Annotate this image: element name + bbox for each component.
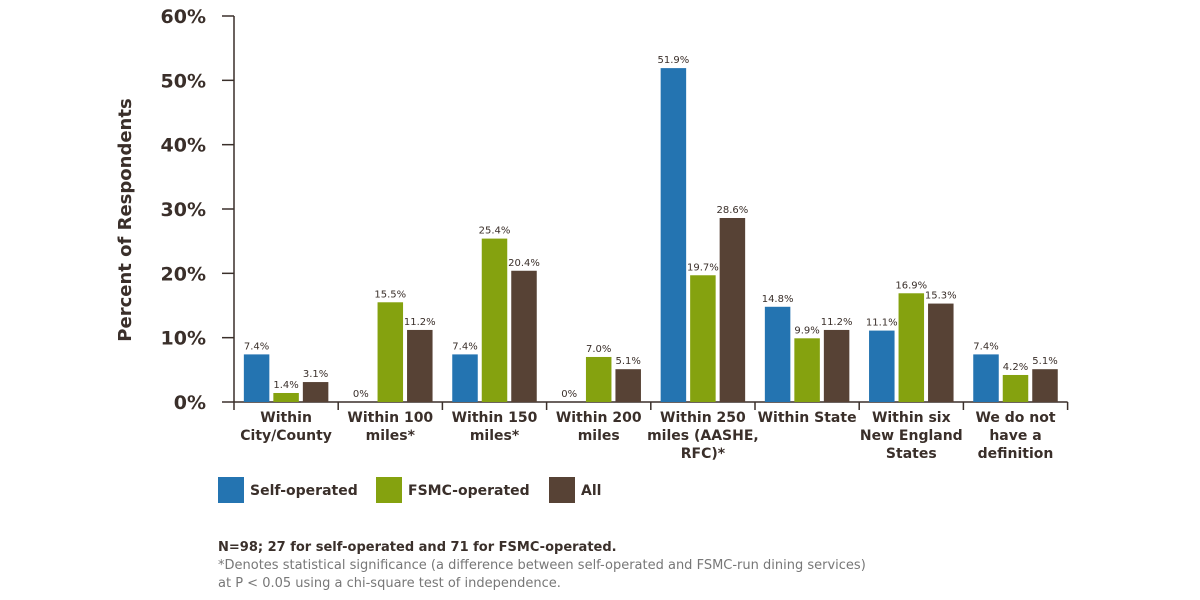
data-label: 28.6% <box>717 205 749 216</box>
bar <box>898 293 925 402</box>
y-tick-label: 0% <box>174 392 206 414</box>
data-label: 3.1% <box>303 369 328 380</box>
data-label: 25.4% <box>479 226 511 237</box>
x-tick-label: miles <box>578 428 620 444</box>
bar <box>869 330 895 402</box>
x-tick-label: Within 100 <box>347 410 433 426</box>
data-label: 5.1% <box>615 356 640 367</box>
data-label: 15.3% <box>925 291 957 302</box>
legend-swatch <box>549 477 575 503</box>
y-tick-label: 20% <box>161 263 206 285</box>
bar <box>615 369 641 402</box>
bar <box>973 354 999 402</box>
x-tick-label: definition <box>978 446 1054 462</box>
bar <box>764 306 791 402</box>
bar <box>481 238 508 402</box>
y-tick-label: 50% <box>161 70 206 92</box>
x-tick-label: Within 250 <box>660 410 746 426</box>
x-tick-label: Within <box>260 410 312 426</box>
bar <box>1032 369 1058 402</box>
y-tick-label: 10% <box>161 328 206 350</box>
significance-note-line-2: at P < 0.05 using a chi-square test of i… <box>218 576 561 591</box>
bar <box>452 354 478 402</box>
data-label: 15.5% <box>374 289 406 300</box>
y-axis-title: Percent of Respondents <box>115 98 136 341</box>
x-tick-label: miles* <box>366 428 416 444</box>
bar <box>928 303 954 402</box>
x-tick-label: Within six <box>872 410 951 426</box>
data-label: 16.9% <box>895 280 927 291</box>
x-tick-label: miles* <box>470 428 520 444</box>
data-label: 7.0% <box>586 344 611 355</box>
data-label: 4.2% <box>1003 362 1028 373</box>
bar <box>302 382 329 402</box>
bar <box>273 392 299 402</box>
legend: Self-operated FSMC-operated All <box>218 477 601 503</box>
legend-label: FSMC-operated <box>408 483 530 499</box>
x-tick-label: We do not <box>975 410 1055 426</box>
y-axis: 0% 10% 20% 30% 40% 50% 60% Percent of Responden… <box>115 6 235 414</box>
y-tick-label: 60% <box>161 6 206 28</box>
x-tick-label: Within State <box>758 410 857 426</box>
data-label: 14.8% <box>762 294 794 305</box>
x-tick-label: States <box>886 446 937 462</box>
data-label: 11.1% <box>866 318 898 329</box>
x-tick-label: miles (AASHE, <box>647 428 759 444</box>
x-tick-label: Within 200 <box>556 410 642 426</box>
data-label: 5.1% <box>1032 356 1057 367</box>
y-tick-label: 40% <box>161 135 206 157</box>
x-tick-label: City/County <box>240 428 332 444</box>
significance-note-line-1: *Denotes statistical significance (a dif… <box>218 558 866 573</box>
data-label: 0% <box>353 389 369 400</box>
bar <box>823 329 850 402</box>
x-tick-label: New England <box>860 428 963 444</box>
bar <box>794 338 820 402</box>
y-tick-label: 30% <box>161 199 206 221</box>
data-label: 7.4% <box>244 341 269 352</box>
bar <box>407 329 433 402</box>
bar <box>690 275 716 402</box>
legend-swatch <box>218 477 244 503</box>
bars <box>243 68 1058 403</box>
data-label: 0% <box>561 389 577 400</box>
x-tick-label: RFC)* <box>681 446 726 462</box>
data-label: 7.4% <box>973 341 998 352</box>
data-label: 19.7% <box>687 262 719 273</box>
data-label: 51.9% <box>658 55 690 66</box>
legend-swatch <box>376 477 402 503</box>
x-axis: Within City/County Within 100 miles* Within … <box>233 401 1069 462</box>
data-labels: 7.4% 1.4% 3.1% 0% 15.5% 11.2% 7.4% 25.4% 20.4% 0%… <box>244 55 1058 400</box>
data-label: 9.9% <box>794 325 819 336</box>
legend-label: Self-operated <box>250 483 358 499</box>
x-tick-label: Within 150 <box>452 410 538 426</box>
legend-label: All <box>581 483 601 499</box>
x-tick-label: have a <box>989 428 1041 444</box>
bar <box>585 356 612 402</box>
bar <box>377 302 404 402</box>
bar <box>719 218 746 402</box>
data-label: 1.4% <box>273 380 298 391</box>
bar <box>1002 374 1029 402</box>
data-label: 7.4% <box>452 341 477 352</box>
bar <box>243 354 270 402</box>
data-label: 11.2% <box>821 317 853 328</box>
bar <box>660 68 687 403</box>
data-label: 20.4% <box>508 258 540 269</box>
data-label: 11.2% <box>404 317 436 328</box>
sample-size-note: N=98; 27 for self-operated and 71 for FS… <box>218 540 617 555</box>
bar <box>511 270 537 402</box>
